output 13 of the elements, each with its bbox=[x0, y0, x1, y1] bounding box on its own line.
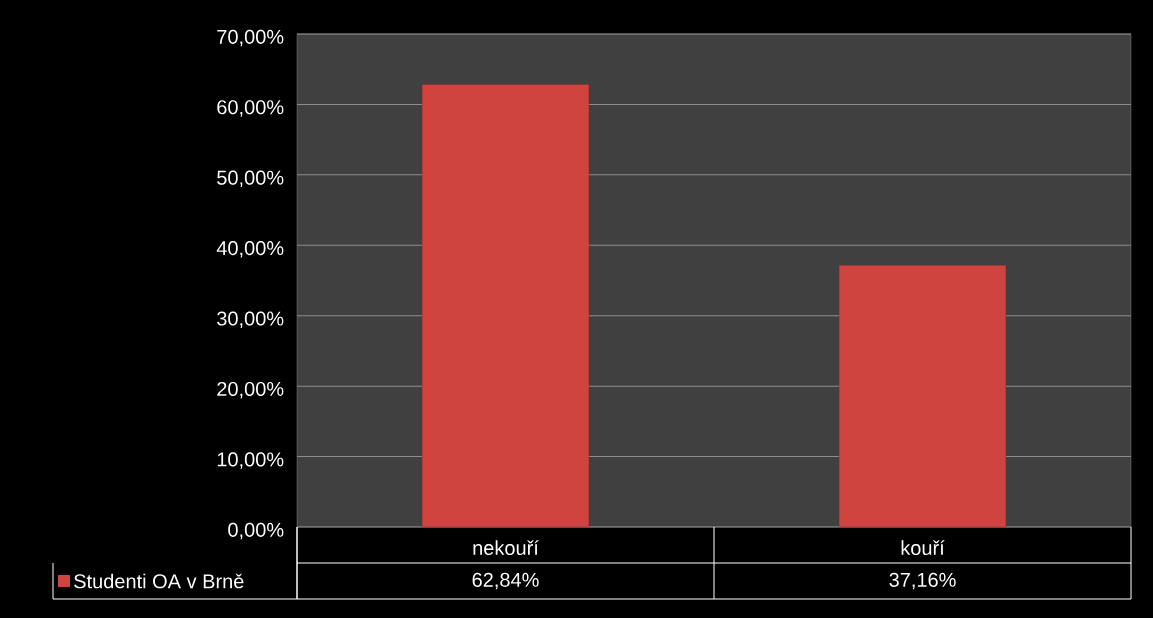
y-tick-label: 60,00% bbox=[217, 100, 284, 117]
y-tick-label: 30,00% bbox=[217, 311, 284, 328]
y-tick-label: 40,00% bbox=[216, 241, 284, 258]
y-tick-label: 0,00% bbox=[228, 522, 284, 540]
x-tick-label: nekouří bbox=[473, 540, 539, 556]
x-tick-label: kouří bbox=[901, 540, 945, 556]
y-tick-label: 10,00% bbox=[217, 452, 284, 469]
y-tick-label: 50,00% bbox=[217, 170, 284, 188]
data-label: 37,16% bbox=[889, 572, 956, 590]
y-tick-label: 70,00% bbox=[217, 29, 284, 47]
legend-label: Studenti OA v Brně bbox=[74, 573, 244, 589]
data-label: 62,84% bbox=[472, 572, 539, 590]
y-tick-label: 20,00% bbox=[217, 381, 284, 399]
